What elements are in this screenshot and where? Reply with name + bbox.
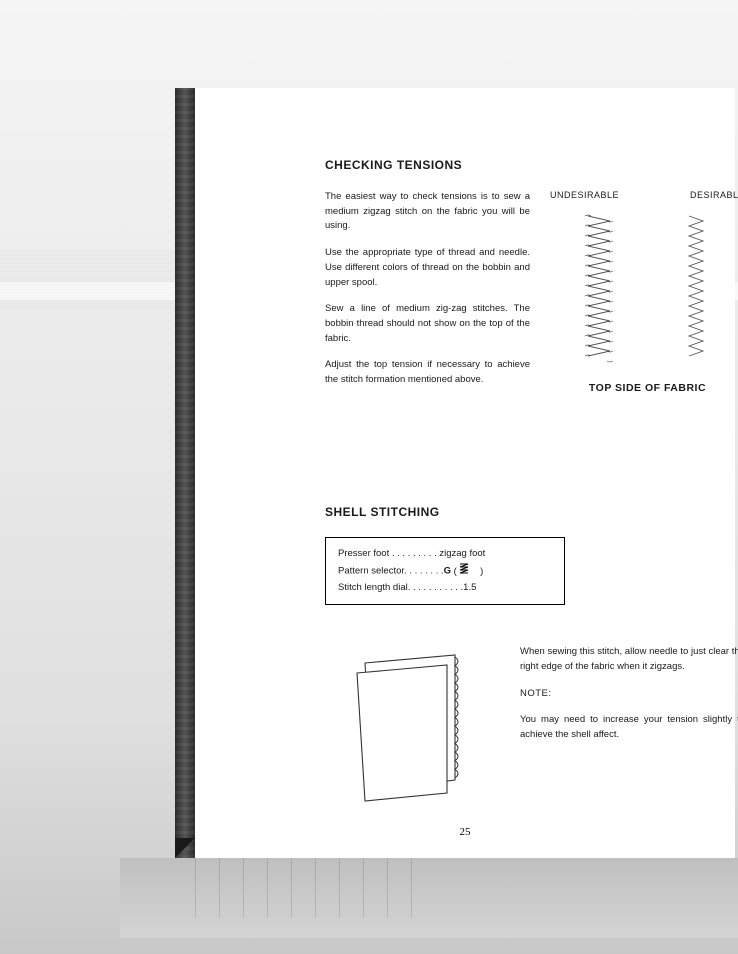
setting-value: 1.5 bbox=[463, 582, 476, 593]
scan-artifact-band bbox=[0, 250, 175, 310]
setting-stitch-length: Stitch length dial. . . . . . . . . . .1… bbox=[338, 580, 552, 596]
zigzag-desirable-icon bbox=[681, 214, 711, 364]
setting-dots: . . . . . . . . . bbox=[389, 548, 439, 559]
setting-value: zigzag foot bbox=[439, 548, 485, 559]
book-spine bbox=[175, 88, 195, 858]
setting-dots: . . . . . . . . . . . bbox=[408, 582, 463, 593]
tensions-p4: Adjust the top tension if necessary to a… bbox=[325, 358, 530, 387]
fabric-illustration bbox=[325, 645, 495, 805]
setting-label: Stitch length dial bbox=[338, 582, 408, 593]
shell-fabric-icon bbox=[335, 645, 485, 805]
label-undesirable: UNDESIRABLE bbox=[550, 190, 619, 200]
heading-shell-stitching: SHELL STITCHING bbox=[325, 505, 738, 519]
stitch-labels: UNDESIRABLE DESIRABLE bbox=[550, 190, 738, 200]
tensions-row: The easiest way to check tensions is to … bbox=[325, 190, 738, 400]
stitch-undesirable bbox=[584, 214, 614, 364]
shell-stitching-section: SHELL STITCHING Presser foot . . . . . .… bbox=[325, 505, 738, 805]
note-text: You may need to increase your tension sl… bbox=[520, 713, 738, 742]
pattern-g-icon: ( ) bbox=[454, 562, 484, 580]
note-label: NOTE: bbox=[520, 687, 738, 702]
setting-value: G bbox=[444, 566, 451, 577]
shell-text-col: When sewing this stitch, allow needle to… bbox=[520, 645, 738, 805]
manual-page: CHECKING TENSIONS The easiest way to che… bbox=[175, 88, 735, 858]
setting-presser-foot: Presser foot . . . . . . . . . zigzag fo… bbox=[338, 546, 552, 562]
tensions-text-col: The easiest way to check tensions is to … bbox=[325, 190, 530, 400]
diagram-caption: TOP SIDE OF FABRIC bbox=[550, 382, 738, 394]
setting-pattern-selector: Pattern selector. . . . . . . .G ( ) bbox=[338, 562, 552, 580]
setting-label: Pattern selector bbox=[338, 566, 404, 577]
tensions-p1: The easiest way to check tensions is to … bbox=[325, 190, 530, 234]
heading-checking-tensions: CHECKING TENSIONS bbox=[325, 158, 738, 172]
shell-row: When sewing this stitch, allow needle to… bbox=[325, 645, 738, 805]
page-content: CHECKING TENSIONS The easiest way to che… bbox=[325, 158, 738, 805]
stitch-desirable bbox=[681, 214, 711, 364]
page-number: 25 bbox=[195, 826, 735, 838]
setting-label: Presser foot bbox=[338, 548, 389, 559]
stitch-columns bbox=[550, 214, 738, 364]
settings-box: Presser foot . . . . . . . . . zigzag fo… bbox=[325, 537, 565, 605]
label-desirable: DESIRABLE bbox=[690, 190, 738, 200]
scan-artifact-lines bbox=[195, 858, 415, 918]
shell-p1: When sewing this stitch, allow needle to… bbox=[520, 645, 738, 674]
tensions-diagram-col: UNDESIRABLE DESIRABLE TOP SIDE OF FABRIC bbox=[550, 190, 738, 400]
zigzag-undesirable-icon bbox=[584, 214, 614, 364]
tensions-p3: Sew a line of medium zig-zag stitches. T… bbox=[325, 302, 530, 346]
setting-dots: . . . . . . . . bbox=[404, 566, 444, 577]
tensions-p2: Use the appropriate type of thread and n… bbox=[325, 246, 530, 290]
